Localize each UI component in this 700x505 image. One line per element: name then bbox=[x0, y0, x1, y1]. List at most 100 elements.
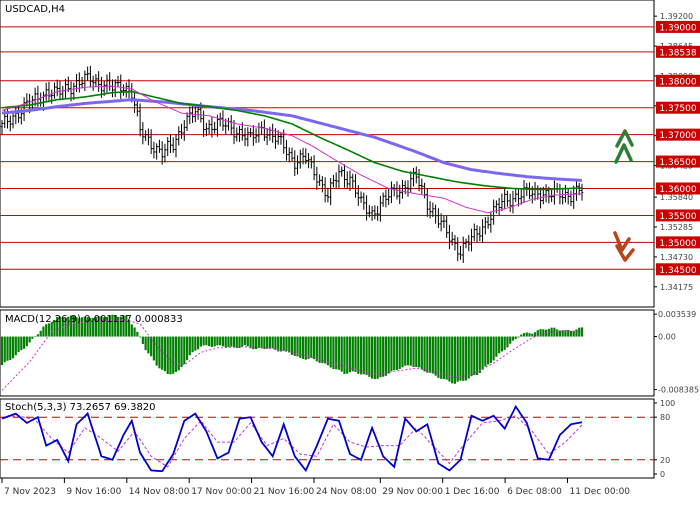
stochastic-label: Stoch(5,3,3) 73.2657 69.3820 bbox=[5, 402, 156, 413]
ma-slow-line bbox=[1, 98, 583, 182]
time-tick-label: 14 Nov 08:00 bbox=[129, 487, 190, 497]
macd-label: MACD(12,26,9) 0.001137 0.000833 bbox=[5, 314, 183, 325]
macd-bar-60 bbox=[166, 336, 169, 375]
macd-bar-159 bbox=[440, 336, 443, 379]
macd-bar-120 bbox=[332, 336, 335, 370]
macd-bar-10 bbox=[28, 336, 31, 343]
macd-bar-113 bbox=[312, 336, 316, 360]
level-tag-box-5 bbox=[656, 155, 700, 168]
macd-bar-33 bbox=[92, 318, 95, 337]
macd-bar-63 bbox=[174, 336, 178, 372]
macd-bar-57 bbox=[158, 336, 161, 369]
macd-bar-135 bbox=[373, 336, 376, 380]
macd-bar-190 bbox=[525, 332, 528, 337]
macd-bar-206 bbox=[569, 330, 573, 337]
macd-bar-174 bbox=[481, 336, 484, 370]
macd-bar-124 bbox=[343, 336, 346, 375]
macd-bar-48 bbox=[133, 327, 136, 337]
macd-bar-95 bbox=[263, 336, 266, 350]
macd-bar-26 bbox=[72, 315, 75, 337]
macd-bar-208 bbox=[575, 329, 578, 337]
macd-bar-69 bbox=[191, 336, 194, 353]
macd-bar-87 bbox=[241, 336, 244, 347]
macd-bar-34 bbox=[94, 316, 98, 337]
macd-bar-62 bbox=[172, 336, 175, 374]
stochastic-panel: 100 80 20 0 Stoch(5,3,3) 73.2657 69.3820 bbox=[0, 398, 675, 479]
macd-bar-36 bbox=[100, 316, 103, 337]
macd-bar-131 bbox=[362, 336, 365, 375]
macd-bar-171 bbox=[473, 336, 476, 376]
macd-bar-117 bbox=[324, 336, 327, 364]
level-tag-label: 1.37500 bbox=[659, 104, 696, 114]
macd-bar-64 bbox=[177, 336, 180, 371]
macd-bar-119 bbox=[329, 336, 332, 368]
macd-bar-37 bbox=[103, 317, 106, 337]
time-tick-label: 24 Nov 08:00 bbox=[316, 487, 377, 497]
level-tag-label: 1.37000 bbox=[659, 131, 696, 141]
macd-bar-111 bbox=[307, 336, 310, 359]
macd-bar-38 bbox=[105, 316, 109, 337]
macd-bar-23 bbox=[64, 317, 67, 337]
macd-bar-101 bbox=[279, 336, 283, 352]
macd-bar-110 bbox=[304, 336, 307, 360]
macd-bar-122 bbox=[337, 336, 341, 370]
macd-bar-4 bbox=[11, 336, 15, 359]
macd-bar-172 bbox=[475, 336, 479, 375]
price-panel-frame bbox=[0, 0, 655, 308]
level-tag-label: 1.36500 bbox=[659, 158, 696, 168]
macd-bar-173 bbox=[478, 336, 481, 374]
macd-bar-123 bbox=[340, 336, 343, 372]
macd-bar-2 bbox=[6, 336, 9, 361]
macd-bar-151 bbox=[417, 336, 421, 368]
macd-bar-51 bbox=[141, 336, 144, 344]
stochastic-signal-line bbox=[1, 415, 583, 468]
macd-bar-0 bbox=[0, 336, 4, 366]
macd-bar-209 bbox=[578, 327, 581, 337]
macd-bar-150 bbox=[415, 336, 418, 368]
time-tick-label: 11 Dec 00:00 bbox=[570, 487, 631, 497]
level-tag-box-6 bbox=[656, 182, 700, 195]
macd-bar-80 bbox=[221, 336, 225, 347]
macd-bar-30 bbox=[83, 316, 86, 337]
time-tick-label: 9 Nov 16:00 bbox=[66, 487, 121, 497]
macd-bar-66 bbox=[183, 336, 186, 365]
level-price-tags: 1.39000 1.38538 1.38000 1.37500 1.37000 1.365… bbox=[656, 20, 700, 276]
macd-bar-116 bbox=[321, 336, 324, 364]
price-tick-label: 1.39200 bbox=[660, 12, 693, 21]
level-tag-box-2 bbox=[656, 74, 700, 87]
macd-bar-50 bbox=[138, 336, 142, 338]
macd-bar-85 bbox=[235, 336, 238, 348]
macd-bar-97 bbox=[268, 336, 272, 349]
stochastic-tick-label: 20 bbox=[660, 456, 670, 465]
macd-bar-72 bbox=[199, 336, 202, 347]
macd-bar-41 bbox=[114, 315, 117, 337]
macd-bar-140 bbox=[387, 336, 390, 374]
macd-bar-175 bbox=[484, 336, 487, 367]
macd-bar-158 bbox=[437, 336, 440, 378]
macd-bar-142 bbox=[393, 336, 396, 371]
macd-bar-154 bbox=[426, 336, 429, 373]
macd-bar-204 bbox=[564, 329, 567, 337]
stochastic-tick-label: 0 bbox=[660, 470, 665, 479]
macd-bar-133 bbox=[368, 336, 371, 377]
macd-bar-1 bbox=[3, 336, 6, 363]
macd-bar-194 bbox=[536, 330, 539, 337]
level-tag-label: 1.38538 bbox=[659, 48, 696, 58]
macd-bar-126 bbox=[348, 336, 352, 373]
macd-bar-177 bbox=[489, 336, 492, 363]
macd-bar-56 bbox=[155, 336, 158, 366]
macd-bar-176 bbox=[486, 336, 490, 365]
macd-bar-74 bbox=[205, 336, 208, 346]
macd-bar-167 bbox=[462, 336, 465, 381]
macd-bar-75 bbox=[208, 336, 211, 347]
macd-tick-label: 0.003539 bbox=[658, 310, 696, 319]
macd-bar-86 bbox=[238, 336, 241, 348]
macd-bar-170 bbox=[470, 336, 473, 377]
macd-tick-label: 0.00 bbox=[658, 333, 676, 342]
macd-bar-182 bbox=[503, 336, 506, 350]
stochastic-axis-ticks: 100 80 20 0 bbox=[654, 399, 675, 479]
macd-bar-129 bbox=[357, 336, 360, 374]
macd-bar-11 bbox=[31, 336, 34, 339]
macd-bar-143 bbox=[395, 336, 399, 370]
price-tick-label: 1.35285 bbox=[660, 223, 693, 232]
